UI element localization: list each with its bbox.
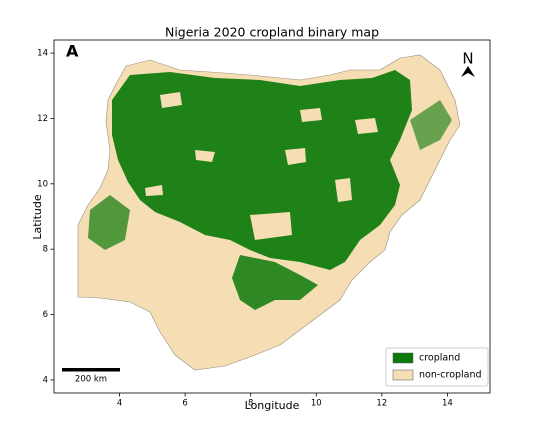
north-label: N (462, 50, 473, 68)
x-tick-label: 6 (182, 399, 187, 409)
cropland-area (232, 255, 318, 310)
map (77, 54, 461, 371)
scale-bar-label: 200 km (75, 375, 107, 385)
legend-label: cropland (419, 353, 460, 364)
x-tick-label: 8 (248, 399, 253, 409)
y-tick-label: 4 (43, 375, 48, 385)
legend-swatch (392, 352, 414, 364)
legend-swatch (392, 369, 414, 381)
panel-label: A (66, 42, 79, 61)
x-tick-label: 4 (117, 399, 122, 409)
scale-bar (62, 368, 120, 372)
y-tick-label: 6 (43, 310, 48, 320)
y-axis-label: Latitude (31, 194, 44, 240)
y-tick-label: 10 (37, 179, 48, 189)
y-tick-label: 12 (37, 114, 48, 124)
x-tick-label: 12 (376, 399, 387, 409)
north-arrow (461, 66, 475, 77)
plot-frame (53, 39, 491, 394)
legend-label: non-cropland (419, 370, 482, 381)
x-axis-label: Longitude (245, 399, 300, 412)
non-cropland-patch (145, 92, 378, 240)
x-tick-label: 14 (442, 399, 453, 409)
y-tick-label: 14 (37, 49, 48, 59)
chart-title: Nigeria 2020 cropland binary map (165, 25, 379, 40)
cropland-area (88, 195, 130, 250)
y-tick-label: 8 (43, 245, 48, 255)
cropland-area (410, 100, 452, 150)
x-tick-label: 10 (311, 399, 322, 409)
cropland-area (112, 70, 412, 270)
